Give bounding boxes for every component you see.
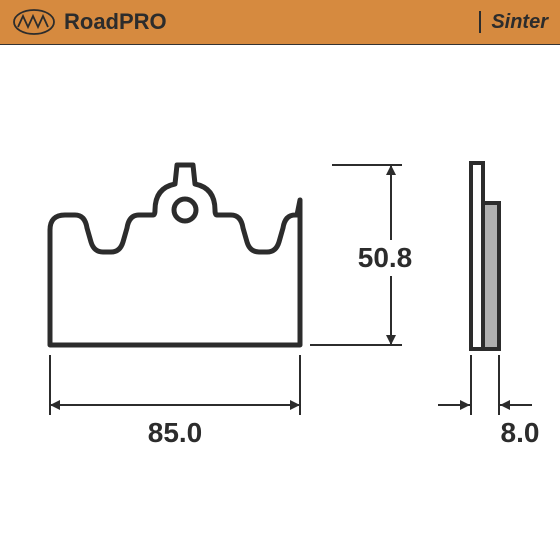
brand-logo-icon xyxy=(12,7,56,37)
product-name: RoadPRO xyxy=(64,9,167,35)
header-divider xyxy=(479,11,481,33)
dim-label-thickness: 8.0 xyxy=(490,417,550,449)
diagram-area: 85.0 50.8 8.0 xyxy=(0,45,560,560)
header-left: RoadPRO xyxy=(12,7,167,37)
dim-arrow-thick-left xyxy=(460,400,470,410)
variant-label: Sinter xyxy=(491,11,548,34)
brake-pad-front-view xyxy=(45,160,305,355)
dim-arrow-thick-right xyxy=(500,400,510,410)
product-suffix: PRO xyxy=(119,9,167,34)
dim-line-width xyxy=(51,404,299,406)
product-prefix: Road xyxy=(64,9,119,34)
ext-line-thick-left xyxy=(470,355,472,415)
brake-pad-side-view xyxy=(468,160,502,357)
header-right: Sinter xyxy=(479,11,548,34)
header-bar: RoadPRO Sinter xyxy=(0,0,560,45)
dim-label-width: 85.0 xyxy=(130,417,220,449)
dim-label-height: 50.8 xyxy=(345,240,425,276)
